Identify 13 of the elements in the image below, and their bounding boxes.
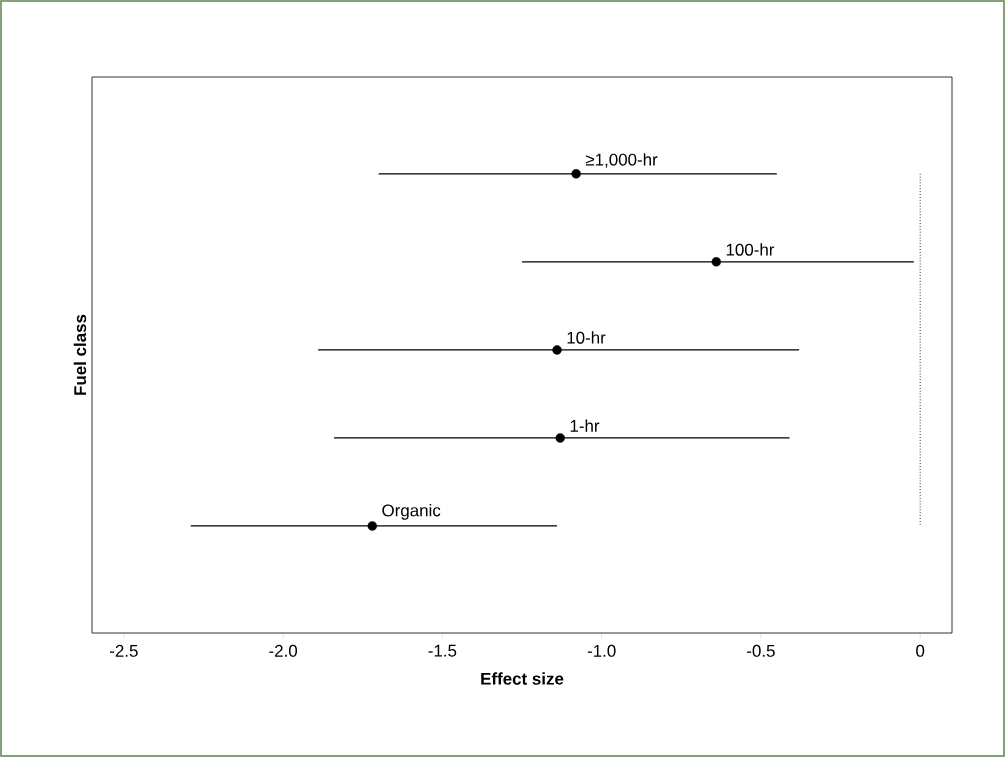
x-tick-label: -0.5 <box>747 644 775 657</box>
x-tick-label: -2.0 <box>269 644 298 657</box>
y-axis-title: Fuel class <box>73 314 87 395</box>
x-tick-label: -1.0 <box>587 644 616 657</box>
x-tick-label: -2.5 <box>110 644 138 657</box>
x-tick-label: -1.5 <box>428 644 457 657</box>
y-tick-label: ≥1,000-hr <box>585 153 658 168</box>
y-tick-label: 100-hr <box>726 243 775 256</box>
x-axis-title: Effect size <box>481 672 564 685</box>
x-tick-label: 0 <box>916 644 925 657</box>
y-tick-label: Organic <box>382 503 441 520</box>
y-tick-label: 10-hr <box>567 331 606 344</box>
y-tick-label: 1-hr <box>570 419 600 432</box>
